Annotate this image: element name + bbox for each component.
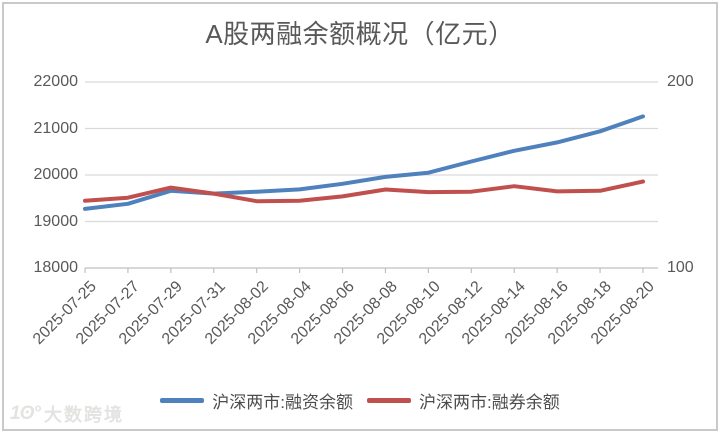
y-axis-left-label: 21000 <box>33 119 79 137</box>
legend: 沪深两市:融资余额 沪深两市:融券余额 <box>0 388 720 413</box>
legend-line-icon <box>367 398 411 403</box>
y-axis-right-label: 100 <box>667 259 694 276</box>
y-axis-left-label: 18000 <box>33 259 79 276</box>
y-axis-right-label: 200 <box>667 73 694 90</box>
series-line-1 <box>83 179 645 204</box>
series-line-0 <box>83 114 645 211</box>
watermark-brand-text: 大数跨境 <box>43 405 124 425</box>
y-axis-left-label: 22000 <box>33 73 79 90</box>
legend-label: 沪深两市:融券余额 <box>419 393 560 412</box>
y-axis-left-label: 19000 <box>33 212 79 230</box>
legend-label: 沪深两市:融资余额 <box>212 393 353 412</box>
legend-line-icon <box>160 398 205 403</box>
legend-item-financing-balance[interactable]: 沪深两市:融资余额 <box>160 388 353 413</box>
chart-title: A股两融余额概况（亿元） <box>205 19 515 49</box>
legend-item-securities-lending-balance[interactable]: 沪深两市:融券余额 <box>367 388 560 413</box>
y-axis-left-label: 20000 <box>33 166 79 183</box>
dashu-logo-icon: 1ʘ° <box>10 403 41 424</box>
watermark: 1ʘ° 大数跨境 <box>10 401 124 427</box>
